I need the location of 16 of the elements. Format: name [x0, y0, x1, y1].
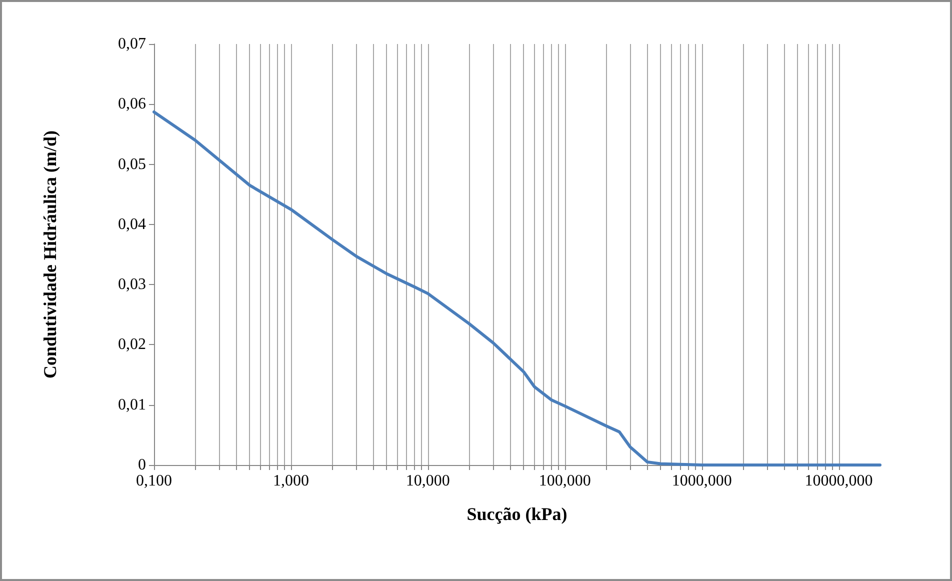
x-tick-label: 0,100 [136, 472, 172, 490]
y-tick-label: 0,06 [118, 96, 146, 113]
y-tick-label: 0,07 [118, 36, 146, 52]
x-tick-label: 10000,000 [804, 472, 873, 490]
x-axis-title: Sucção (kPa) [466, 504, 568, 524]
y-tick-label: 0,04 [118, 216, 146, 233]
y-tick-label: 0,01 [118, 396, 146, 414]
x-tick-label: 1,000 [272, 472, 309, 490]
y-tick-label: 0 [138, 456, 146, 474]
y-tick-label: 0,02 [118, 336, 146, 354]
x-tick-label: 100,000 [538, 472, 591, 490]
x-tick-label: 10,000 [406, 472, 450, 490]
x-tick-label: 1000,000 [672, 472, 732, 490]
y-axis-title: Condutividade Hidráulica (m/d) [40, 130, 60, 379]
y-tick-label: 0,03 [118, 276, 146, 294]
y-tick-label: 0,05 [118, 156, 146, 173]
